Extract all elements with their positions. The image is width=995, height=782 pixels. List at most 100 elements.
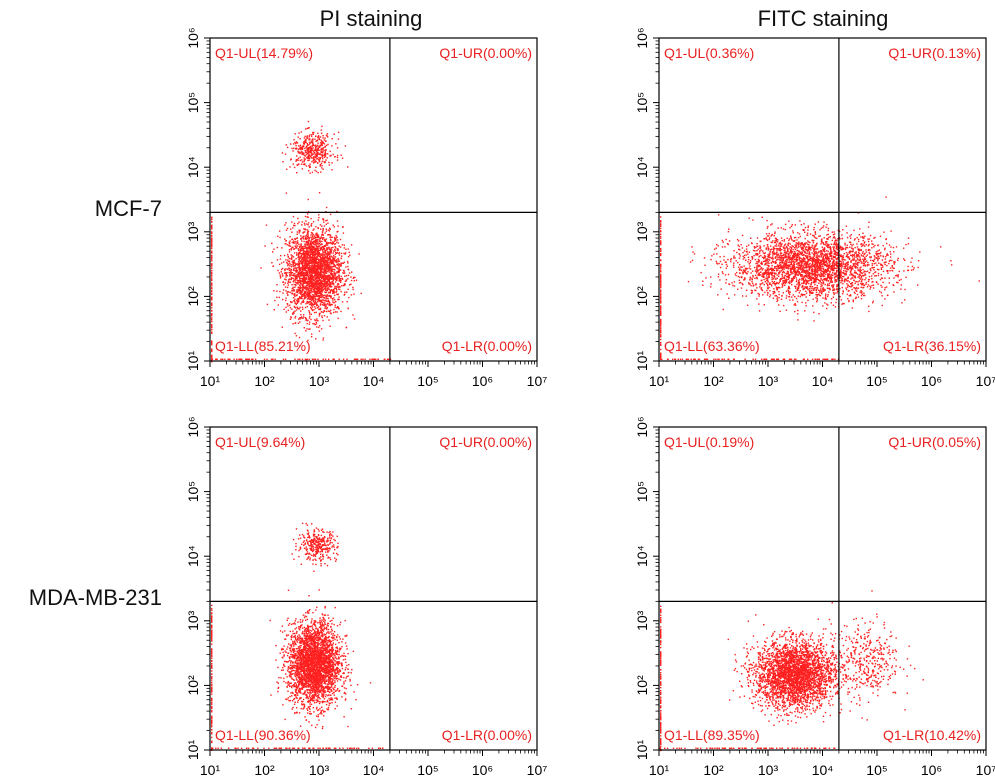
scatter-point — [328, 265, 330, 267]
scatter-point — [328, 161, 330, 164]
scatter-point — [309, 315, 311, 318]
scatter-point — [315, 153, 317, 155]
edge-point — [346, 358, 348, 360]
scatter-point — [290, 278, 292, 281]
scatter-point — [322, 152, 324, 154]
scatter-point — [291, 255, 294, 257]
scatter-point — [336, 263, 338, 265]
scatter-point — [304, 155, 307, 157]
scatter-point — [324, 240, 327, 242]
scatter-point — [300, 293, 302, 296]
scatter-point — [314, 138, 316, 140]
scatter-point — [315, 241, 317, 243]
scatter-point — [338, 274, 340, 277]
scatter-point — [322, 260, 325, 262]
scatter-point — [884, 258, 886, 260]
scatter-point — [319, 265, 321, 267]
scatter-point — [310, 308, 313, 310]
scatter-point — [332, 282, 334, 284]
scatter-point — [312, 285, 314, 288]
scatter-point — [319, 296, 321, 298]
scatter-point — [814, 223, 816, 225]
scatter-point — [839, 277, 841, 279]
scatter-point — [320, 171, 322, 173]
scatter-point — [833, 247, 835, 250]
scatter-point — [333, 290, 335, 293]
scatter-point — [742, 273, 744, 275]
scatter-point — [306, 127, 308, 130]
scatter-point — [872, 267, 874, 269]
scatter-point — [342, 262, 345, 264]
scatter-point — [303, 154, 306, 157]
edge-point — [384, 358, 386, 360]
scatter-point — [301, 151, 303, 153]
scatter-point — [851, 307, 854, 309]
scatter-point — [768, 252, 771, 255]
scatter-point — [303, 285, 305, 287]
scatter-point — [318, 271, 320, 273]
scatter-point — [321, 125, 323, 128]
scatter-point — [286, 244, 289, 246]
scatter-point — [341, 285, 343, 287]
scatter-point — [306, 250, 308, 252]
scatter-point — [314, 255, 316, 257]
scatter-point — [771, 285, 773, 287]
scatter-point — [303, 235, 305, 237]
scatter-point — [794, 261, 796, 264]
scatter-point — [305, 288, 308, 290]
scatter-point — [317, 261, 319, 263]
scatter-point — [320, 243, 322, 246]
scatter-point — [766, 294, 769, 296]
scatter-point — [323, 315, 326, 317]
scatter-point — [299, 296, 301, 299]
scatter-point — [779, 250, 781, 252]
scatter-point — [717, 294, 719, 296]
scatter-point — [317, 294, 320, 297]
scatter-point — [298, 301, 300, 303]
scatter-point — [306, 270, 308, 272]
scatter-point — [851, 245, 853, 247]
scatter-point — [312, 249, 314, 251]
edge-point — [211, 282, 213, 284]
scatter-point — [863, 292, 865, 294]
scatter-point — [302, 163, 305, 166]
scatter-point — [313, 237, 316, 239]
scatter-point — [329, 255, 331, 257]
scatter-point — [879, 278, 882, 281]
scatter-point — [289, 245, 292, 247]
scatter-point — [292, 263, 294, 265]
scatter-point — [307, 231, 309, 234]
scatter-point — [879, 235, 882, 237]
scatter-point — [338, 251, 341, 254]
scatter-point — [870, 269, 872, 272]
scatter-point — [828, 236, 830, 239]
scatter-point — [296, 276, 298, 278]
scatter-point — [312, 147, 314, 149]
scatter-point — [756, 271, 758, 273]
scatter-point — [310, 249, 312, 251]
scatter-point — [310, 150, 312, 153]
scatter-point — [771, 274, 773, 277]
scatter-point — [891, 259, 893, 262]
scatter-point — [305, 281, 308, 284]
scatter-point — [309, 292, 311, 294]
scatter-point — [302, 274, 304, 277]
scatter-point — [811, 281, 813, 284]
scatter-point — [305, 303, 307, 305]
scatter-point — [308, 275, 310, 278]
scatter-point — [819, 274, 821, 277]
scatter-point — [326, 253, 329, 255]
scatter-point — [754, 274, 757, 277]
scatter-point — [319, 264, 322, 266]
scatter-point — [307, 268, 310, 271]
scatter-point — [317, 271, 319, 273]
scatter-point — [282, 298, 284, 301]
scatter-point — [769, 290, 771, 292]
scatter-point — [298, 292, 300, 294]
scatter-point — [342, 272, 344, 274]
edge-point — [308, 358, 310, 360]
scatter-point — [855, 260, 857, 263]
scatter-point — [811, 286, 814, 288]
scatter-point — [294, 270, 296, 272]
scatter-point — [324, 257, 326, 260]
